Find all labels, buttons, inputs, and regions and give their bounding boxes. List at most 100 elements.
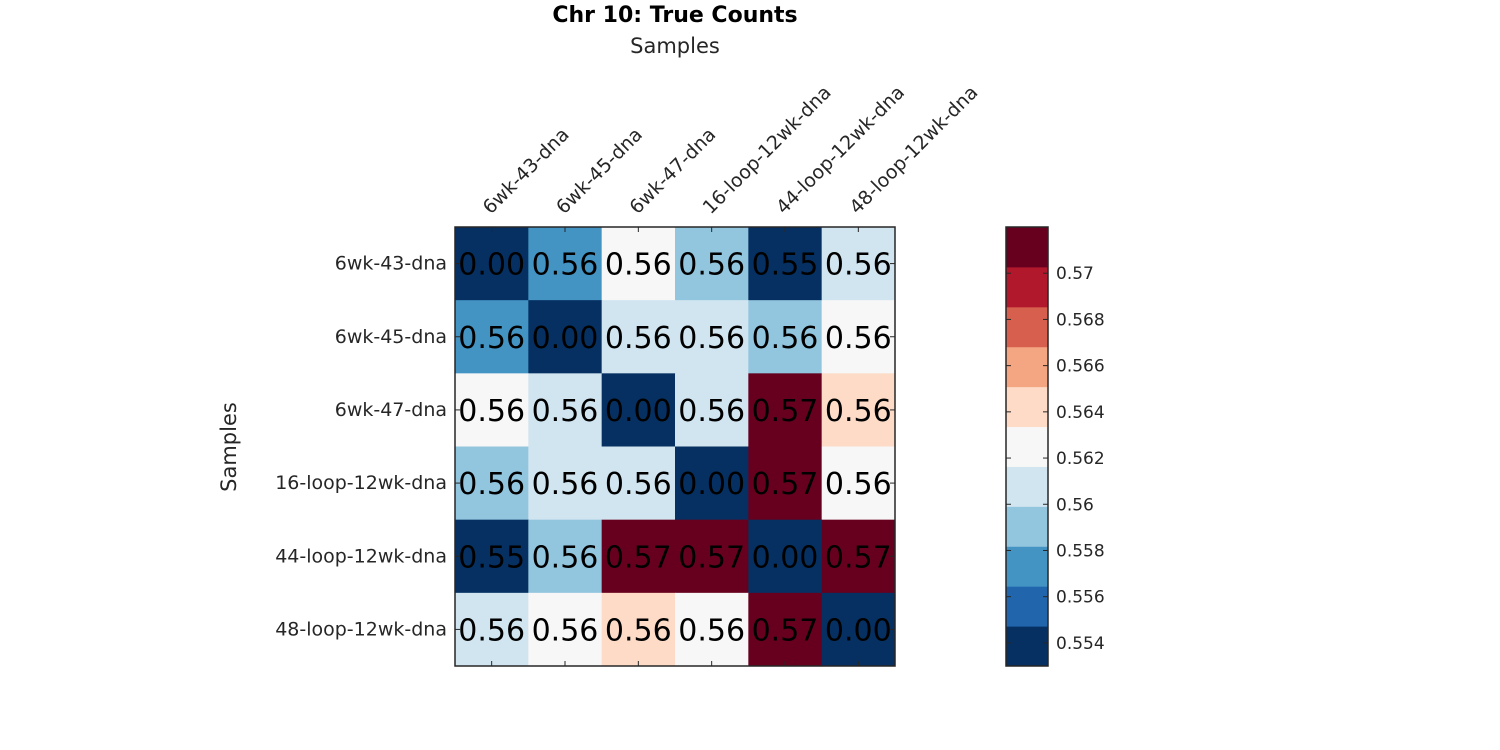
cell-value-label: 0.56 [752,321,819,356]
heatmap-cell [821,592,896,667]
heatmap-cell [675,446,749,521]
heatmap-cell [748,592,823,667]
cell-value-label: 0.57 [752,394,819,429]
y-tick-label: 6wk-43-dna [335,253,447,275]
colorbar-tick-label: 0.56 [1056,495,1094,515]
cell-value-label: 0.56 [825,394,892,429]
cell-value-label: 0.56 [532,613,599,648]
colorbar-segment [1006,426,1048,467]
heatmap-cell [821,519,896,594]
heatmap-cell [821,373,896,447]
colorbar-segment [1006,546,1048,587]
heatmap-cell [748,446,823,521]
heatmap-cell [601,300,676,374]
cell-value-label: 0.55 [752,248,819,283]
cell-value-label: 0.56 [532,248,599,283]
x-tick-label: 16-loop-12wk-dna [699,81,836,218]
heatmap-cell [528,446,603,521]
colorbar-frame [1005,226,1049,667]
colorbar-segment [1006,626,1048,667]
cell-value-label: 0.57 [605,540,672,575]
colorbar-segment [1006,466,1048,507]
heatmap-cell [455,373,529,447]
cell-value-label: 0.56 [532,467,599,502]
y-tick-label: 6wk-45-dna [335,326,447,348]
heatmap-cell [748,227,823,301]
colorbar-tick-label: 0.556 [1056,588,1105,608]
heatmap-cell [675,373,749,447]
cell-value-label: 0.00 [458,248,525,283]
cell-value-label: 0.56 [605,467,672,502]
y-axis-title: Samples [217,402,241,492]
colorbar-tick-label: 0.558 [1056,541,1105,561]
cell-value-label: 0.56 [532,540,599,575]
y-tick-labels: 6wk-43-dna 6wk-45-dna 6wk-47-dna 16-loop-12… [275,253,447,641]
cell-value-label: 0.56 [825,467,892,502]
cell-value-label: 0.00 [752,540,819,575]
cell-value-label: 0.55 [458,540,525,575]
x-tick-label: 44-loop-12wk-dna [772,81,909,218]
colorbar: 0.554 0.556 0.558 0.56 0.562 0.564 0.566 0.568 0… [1005,226,1105,667]
heatmap-cell [748,519,823,594]
colorbar-tick-label: 0.566 [1056,357,1105,377]
colorbar-segment [1006,586,1048,627]
cell-value-label: 0.56 [605,613,672,648]
cell-value-label: 0.56 [678,613,745,648]
heatmap-cells: 0.00 0.56 0.56 0.56 0.55 0.560.56 0.00 0.56 0.56… [454,226,896,667]
heatmap-cell [455,519,529,594]
heatmap-cell [601,446,676,521]
y-tick-label: 44-loop-12wk-dna [275,545,447,567]
chart-title: Chr 10: True Counts [552,3,797,28]
cell-value-label: 0.00 [825,613,892,648]
heatmap-cell [821,227,896,301]
colorbar-segment [1006,346,1048,388]
heatmap-cell [675,519,749,594]
cell-value-label: 0.56 [458,321,525,356]
y-tick-label: 6wk-47-dna [335,399,447,421]
x-tick-label: 48-loop-12wk-dna [845,81,982,218]
colorbar-segment [1006,266,1048,308]
cell-value-label: 0.57 [752,467,819,502]
cell-value-label: 0.56 [458,394,525,429]
colorbar-tick-label: 0.562 [1056,449,1105,469]
cell-value-label: 0.56 [458,613,525,648]
colorbar-segment [1006,506,1048,547]
cell-value-label: 0.56 [532,394,599,429]
cell-value-label: 0.57 [678,540,745,575]
cell-value-label: 0.00 [678,467,745,502]
y-tick-label: 48-loop-12wk-dna [275,618,447,640]
heatmap-cell [455,446,529,521]
heatmap-cell [675,300,749,374]
heatmap-cell [528,592,603,667]
colorbar-segment [1006,227,1048,268]
heatmap-cell [821,300,896,374]
colorbar-tick-label: 0.568 [1056,310,1105,330]
heatmap-cell [528,519,603,594]
cell-value-label: 0.56 [678,394,745,429]
colorbar-segment [1006,306,1048,348]
heatmap-cell [601,519,676,594]
heatmap-cell [601,227,676,301]
heatmap-cell [821,446,896,521]
heatmap-cell [528,227,603,301]
cell-value-label: 0.00 [532,321,599,356]
heatmap-cell [528,373,603,447]
heatmap-cell [748,300,823,374]
colorbar-tick-label: 0.564 [1056,403,1105,423]
cell-value-label: 0.56 [825,248,892,283]
cell-value-label: 0.56 [458,467,525,502]
cell-value-label: 0.56 [678,248,745,283]
cell-value-label: 0.56 [678,321,745,356]
cell-value-label: 0.57 [752,613,819,648]
heatmap-cell [455,300,529,374]
y-tick-label: 16-loop-12wk-dna [275,472,447,494]
heatmap-cell [455,227,529,301]
colorbar-segment [1006,386,1048,428]
cell-value-label: 0.00 [605,394,672,429]
plot-frame [454,226,896,667]
cell-value-label: 0.56 [825,321,892,356]
colorbar-tick-label: 0.554 [1056,634,1105,654]
colorbar-tick-label: 0.57 [1056,264,1094,284]
heatmap-cell [455,592,529,667]
